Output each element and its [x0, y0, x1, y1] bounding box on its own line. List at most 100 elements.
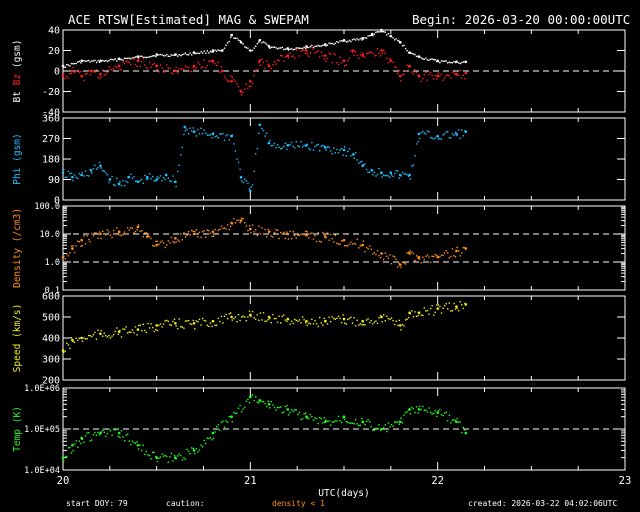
data-dot [86, 432, 88, 434]
data-dot [86, 174, 88, 177]
data-dot [158, 324, 160, 327]
data-dot [351, 39, 354, 41]
data-dot [453, 302, 455, 305]
data-dot [81, 171, 84, 174]
data-dot [187, 54, 190, 56]
data-point [61, 74, 65, 78]
data-dot [348, 148, 351, 150]
data-dot [284, 142, 287, 144]
data-point [192, 322, 196, 325]
data-dot [78, 60, 80, 63]
data-dot [273, 406, 276, 409]
data-dot [370, 51, 372, 54]
y-tick-label: 90 [48, 175, 60, 186]
data-dot [88, 334, 90, 337]
data-dot [169, 242, 171, 244]
data-dot [347, 421, 349, 424]
data-point [342, 238, 346, 242]
data-dot [134, 56, 137, 58]
data-dot [383, 174, 385, 176]
data-dot [189, 453, 191, 455]
data-dot [253, 74, 255, 77]
data-dot [225, 135, 227, 137]
data-dot [275, 63, 277, 65]
data-dot [237, 85, 240, 88]
data-dot [144, 174, 146, 177]
data-dot [390, 174, 393, 176]
data-dot [111, 69, 113, 71]
data-dot [328, 239, 330, 241]
data-dot [166, 455, 168, 458]
data-dot [220, 66, 223, 68]
data-dot [156, 240, 159, 242]
data-dot [75, 337, 77, 339]
data-point [99, 72, 102, 76]
data-dot [206, 324, 208, 327]
data-dot [456, 307, 458, 309]
data-dot [175, 66, 177, 69]
data-dot [387, 32, 390, 35]
data-dot [422, 256, 424, 258]
data-dot [125, 326, 127, 328]
data-dot [326, 146, 329, 148]
data-dot [148, 454, 151, 457]
data-dot [88, 432, 90, 434]
data-dot [354, 419, 357, 421]
data-dot [172, 241, 174, 243]
data-dot [326, 232, 329, 234]
data-dot [119, 234, 121, 236]
data-dot [178, 68, 180, 70]
data-dot [116, 60, 118, 62]
data-dot [86, 235, 88, 237]
data-dot [153, 245, 155, 247]
data-dot [401, 171, 404, 174]
data-dot [284, 405, 287, 408]
data-point [267, 403, 271, 406]
data-dot [300, 322, 302, 324]
data-dot [195, 448, 198, 450]
data-dot [169, 55, 171, 58]
data-dot [123, 62, 126, 65]
data-dot [345, 323, 347, 325]
data-dot [184, 320, 187, 322]
data-point [80, 436, 83, 440]
series-speed [61, 301, 468, 353]
data-dot [119, 436, 121, 438]
data-dot [89, 440, 91, 442]
data-dot [133, 232, 135, 234]
data-dot [369, 245, 371, 247]
data-dot [395, 421, 397, 423]
data-dot [73, 62, 76, 65]
data-dot [159, 53, 162, 56]
data-dot [420, 408, 422, 411]
data-dot [383, 258, 385, 261]
data-dot [130, 227, 132, 229]
data-dot [167, 55, 169, 57]
data-point [417, 74, 421, 78]
data-dot [297, 413, 299, 416]
data-dot [72, 450, 74, 452]
data-dot [241, 180, 243, 182]
data-dot [447, 131, 449, 133]
data-point [61, 64, 65, 68]
data-dot [414, 69, 416, 71]
data-dot [431, 137, 433, 139]
data-dot [337, 415, 340, 418]
data-dot [344, 418, 346, 420]
data-dot [289, 411, 291, 414]
data-dot [387, 257, 390, 259]
data-point [267, 64, 271, 68]
data-dot [283, 145, 285, 148]
data-dot [439, 61, 441, 64]
data-dot [166, 319, 168, 322]
data-dot [95, 338, 98, 340]
data-dot [451, 133, 454, 135]
data-dot [276, 321, 279, 323]
data-dot [217, 424, 219, 426]
data-dot [209, 133, 212, 136]
data-dot [411, 406, 413, 409]
data-dot [273, 142, 276, 145]
data-dot [359, 37, 361, 40]
data-dot [308, 46, 310, 49]
